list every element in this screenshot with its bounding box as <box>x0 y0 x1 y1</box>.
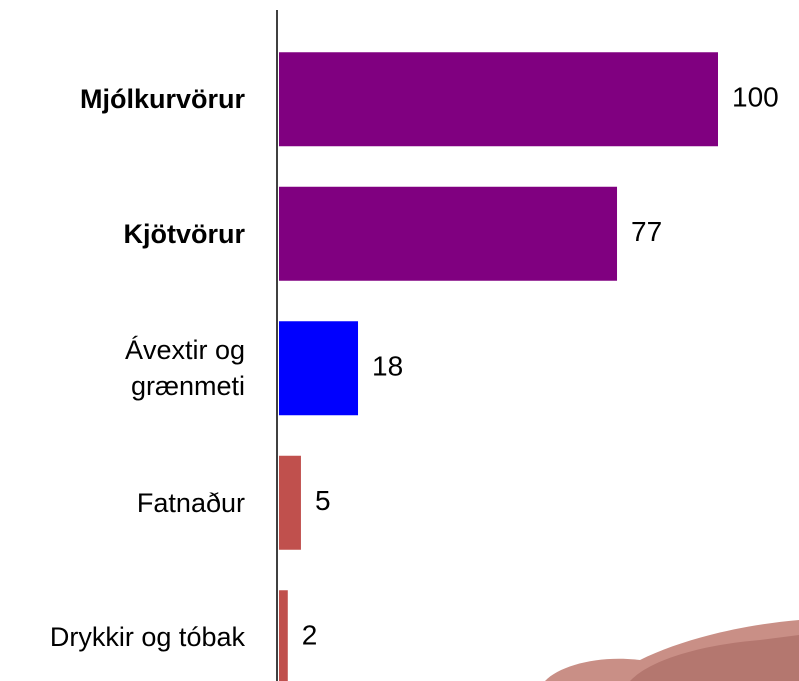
category-label: Drykkir og tóbak <box>35 619 245 655</box>
category-label: Mjólkurvörur <box>35 81 245 117</box>
bar <box>279 52 718 146</box>
value-label: 77 <box>631 216 662 247</box>
bar <box>279 456 301 550</box>
bar <box>279 187 617 281</box>
value-label: 18 <box>372 351 403 382</box>
bar <box>279 321 358 415</box>
value-label: 5 <box>315 485 331 516</box>
value-label: 2 <box>302 620 318 651</box>
page: {"chart_data": {"type": "bar", "orientat… <box>0 0 799 681</box>
category-label: Ávextir og grænmeti <box>35 332 245 404</box>
value-label: 100 <box>732 82 779 113</box>
category-label: Kjötvörur <box>35 216 245 252</box>
category-label: Fatnaður <box>35 485 245 521</box>
bar <box>279 590 288 681</box>
decoration <box>545 620 799 681</box>
